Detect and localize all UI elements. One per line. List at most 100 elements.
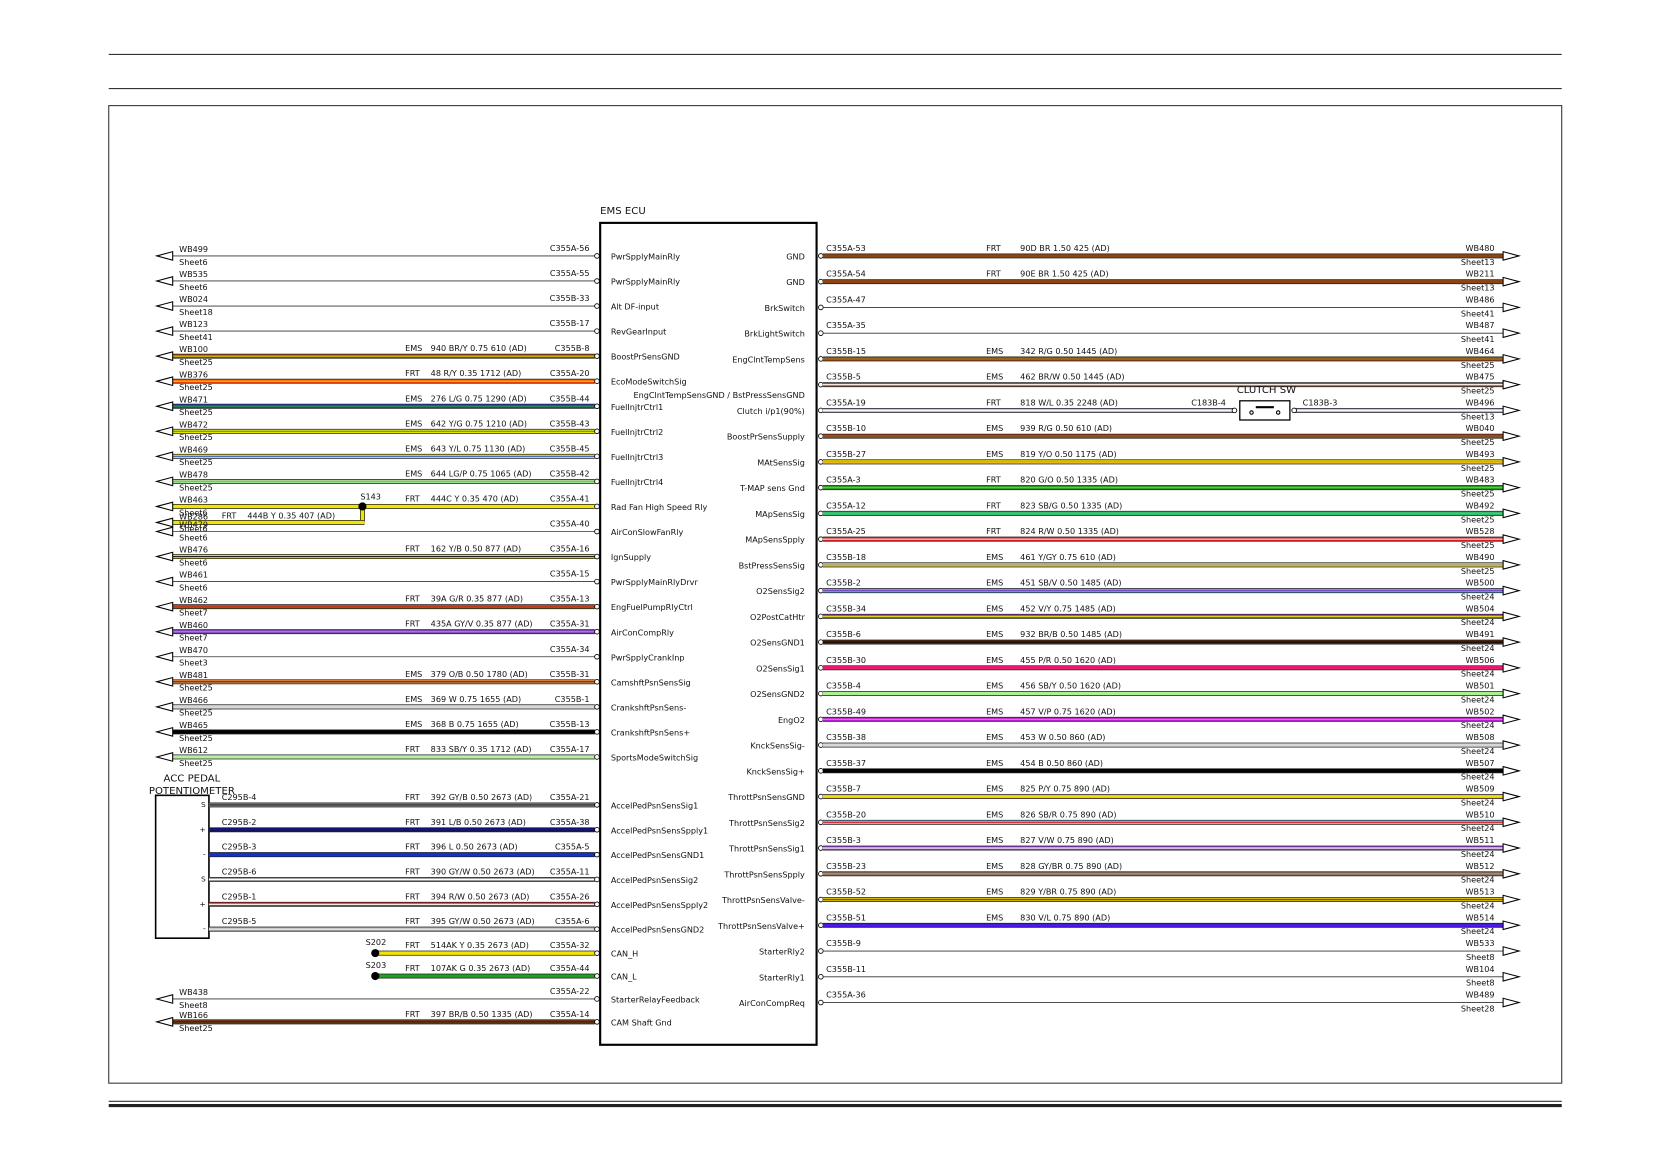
wire-spec: 368 B 0.75 1655 (AD): [431, 719, 519, 729]
wire-spec: 824 R/W 0.50 1335 (AD): [1020, 526, 1119, 536]
off-sheet-arrow: [154, 426, 174, 437]
wire-id: WB466: [179, 695, 208, 705]
pin: [594, 428, 600, 435]
ecu-signal: SportsModeSwitchSig: [611, 753, 698, 763]
harness: FRT: [405, 1009, 420, 1019]
off-sheet-arrow: [1502, 611, 1522, 622]
pin: [594, 729, 600, 735]
pin-label: C355A-34: [550, 644, 590, 654]
ecu-signal: AccelPedPsnSensSig2: [611, 875, 698, 885]
harness: EMS: [986, 835, 1003, 845]
pin: [818, 253, 824, 259]
pedal-title: POTENTIOMETER: [149, 786, 235, 797]
sheet-ref: Sheet41: [1461, 334, 1495, 344]
pin-label: C355A-53: [826, 243, 866, 253]
wire-spec: 820 G/O 0.50 1335 (AD): [1020, 475, 1118, 485]
sheet-ref: Sheet8: [179, 1000, 208, 1010]
harness: EMS: [405, 669, 422, 679]
ecu-signal: BrkLightSwitch: [744, 329, 805, 339]
wire-id: WB483: [1466, 475, 1495, 485]
ecu-signal: CAN_H: [611, 949, 638, 959]
off-sheet-arrow: [154, 551, 174, 562]
pin: [594, 628, 600, 635]
wire-id: WB024: [179, 294, 208, 304]
off-sheet-arrow: [1502, 534, 1522, 545]
harness: FRT: [405, 891, 420, 901]
wire-spec: 396 L 0.50 2673 (AD): [431, 842, 518, 852]
harness: FRT: [405, 493, 420, 503]
wire-spec: 825 P/Y 0.75 890 (AD): [1020, 784, 1110, 794]
wire-id: WB509: [1466, 784, 1495, 794]
sheet-ref: Sheet24: [1461, 900, 1495, 910]
ecu-signal: AccelPedPsnSensSpply2: [611, 900, 708, 910]
pin: [818, 459, 824, 465]
off-sheet-arrow: [154, 701, 174, 712]
connector-label: C183B-3: [1303, 397, 1338, 407]
sheet-ref: Sheet24: [1461, 875, 1495, 885]
harness: FRT: [405, 866, 420, 876]
off-sheet-arrow: [154, 626, 174, 637]
pin-label: C355A-54: [826, 269, 866, 279]
harness: FRT: [405, 842, 420, 852]
sheet-ref: Sheet7: [179, 633, 208, 643]
off-sheet-arrow: [154, 517, 174, 528]
wire-id: WB501: [1466, 681, 1495, 691]
pin-label: C355B-34: [826, 603, 866, 613]
harness: EMS: [986, 784, 1003, 794]
pedal-connector: C295B-6: [222, 866, 257, 876]
wire-id: WB480: [1466, 243, 1495, 253]
pin-label: C355A-6: [555, 916, 590, 926]
pin: [594, 578, 600, 585]
off-sheet-arrow: [154, 993, 174, 1004]
wire-id: WB123: [179, 319, 208, 329]
pin: [818, 562, 824, 568]
off-sheet-arrow: [1502, 250, 1522, 261]
wire-spec: 827 V/W 0.75 890 (AD): [1020, 835, 1114, 845]
harness: FRT: [405, 963, 420, 973]
wire-spec: 939 R/G 0.50 610 (AD): [1020, 423, 1112, 433]
pedal-pin: S: [201, 874, 206, 883]
wire-id: WB533: [1466, 938, 1495, 948]
off-sheet-arrow: [154, 376, 174, 387]
wire-id: WB460: [179, 620, 208, 630]
ecu-signal: StarterRly2: [759, 947, 805, 957]
sheet-ref: Sheet24: [1461, 849, 1495, 859]
ecu-signal: O2PostCatHtr: [750, 612, 805, 622]
wire-spec: 829 Y/BR 0.75 890 (AD): [1020, 887, 1116, 897]
pin-label: C355B-49: [826, 706, 866, 716]
wire-id: WB487: [1466, 320, 1495, 330]
pin-label: C355B-17: [550, 318, 590, 328]
ecu-signal: PwrSpplyCrankInp: [611, 652, 685, 662]
pin-label: C355A-14: [550, 1009, 590, 1019]
sheet-ref: Sheet25: [179, 382, 213, 392]
wire-id: WB166: [179, 1010, 208, 1020]
ecu-signal: IgnSupply: [611, 552, 651, 562]
harness: EMS: [405, 393, 422, 403]
wire-id: WB508: [1466, 732, 1495, 742]
wire-spec: 391 L/B 0.50 2673 (AD): [431, 817, 526, 827]
pin-label: C355B-44: [550, 393, 590, 403]
sheet-ref: Sheet24: [1461, 926, 1495, 936]
pin-label: C355A-36: [826, 990, 866, 1000]
wire-spec: 461 Y/GY 0.75 610 (AD): [1020, 552, 1116, 562]
off-sheet-arrow: [154, 326, 174, 337]
off-sheet-arrow: [1502, 431, 1522, 442]
off-sheet-arrow: [154, 451, 174, 462]
off-sheet-arrow: [1502, 637, 1522, 648]
harness: FRT: [405, 744, 420, 754]
wire-id: WB493: [1466, 449, 1495, 459]
wire-id: WB512: [1466, 861, 1495, 871]
ecu-signal: EngFuelPumpRlyCtrl: [611, 602, 693, 612]
pin: [818, 484, 824, 491]
wire-spec: 457 V/P 0.75 1620 (AD): [1020, 706, 1116, 716]
pin-label: C355B-37: [826, 758, 866, 768]
ecu-signal: ThrottPsnSensSig1: [728, 844, 805, 854]
harness: EMS: [986, 578, 1003, 588]
ecu-signal: FuelInjtrCtrl3: [611, 452, 663, 462]
harness: FRT: [405, 594, 420, 604]
sheet-ref: Sheet25: [179, 482, 213, 492]
harness: FRT: [405, 368, 420, 378]
wire-spec: 453 W 0.50 860 (AD): [1020, 732, 1105, 742]
wire-id: WB489: [1466, 990, 1495, 1000]
